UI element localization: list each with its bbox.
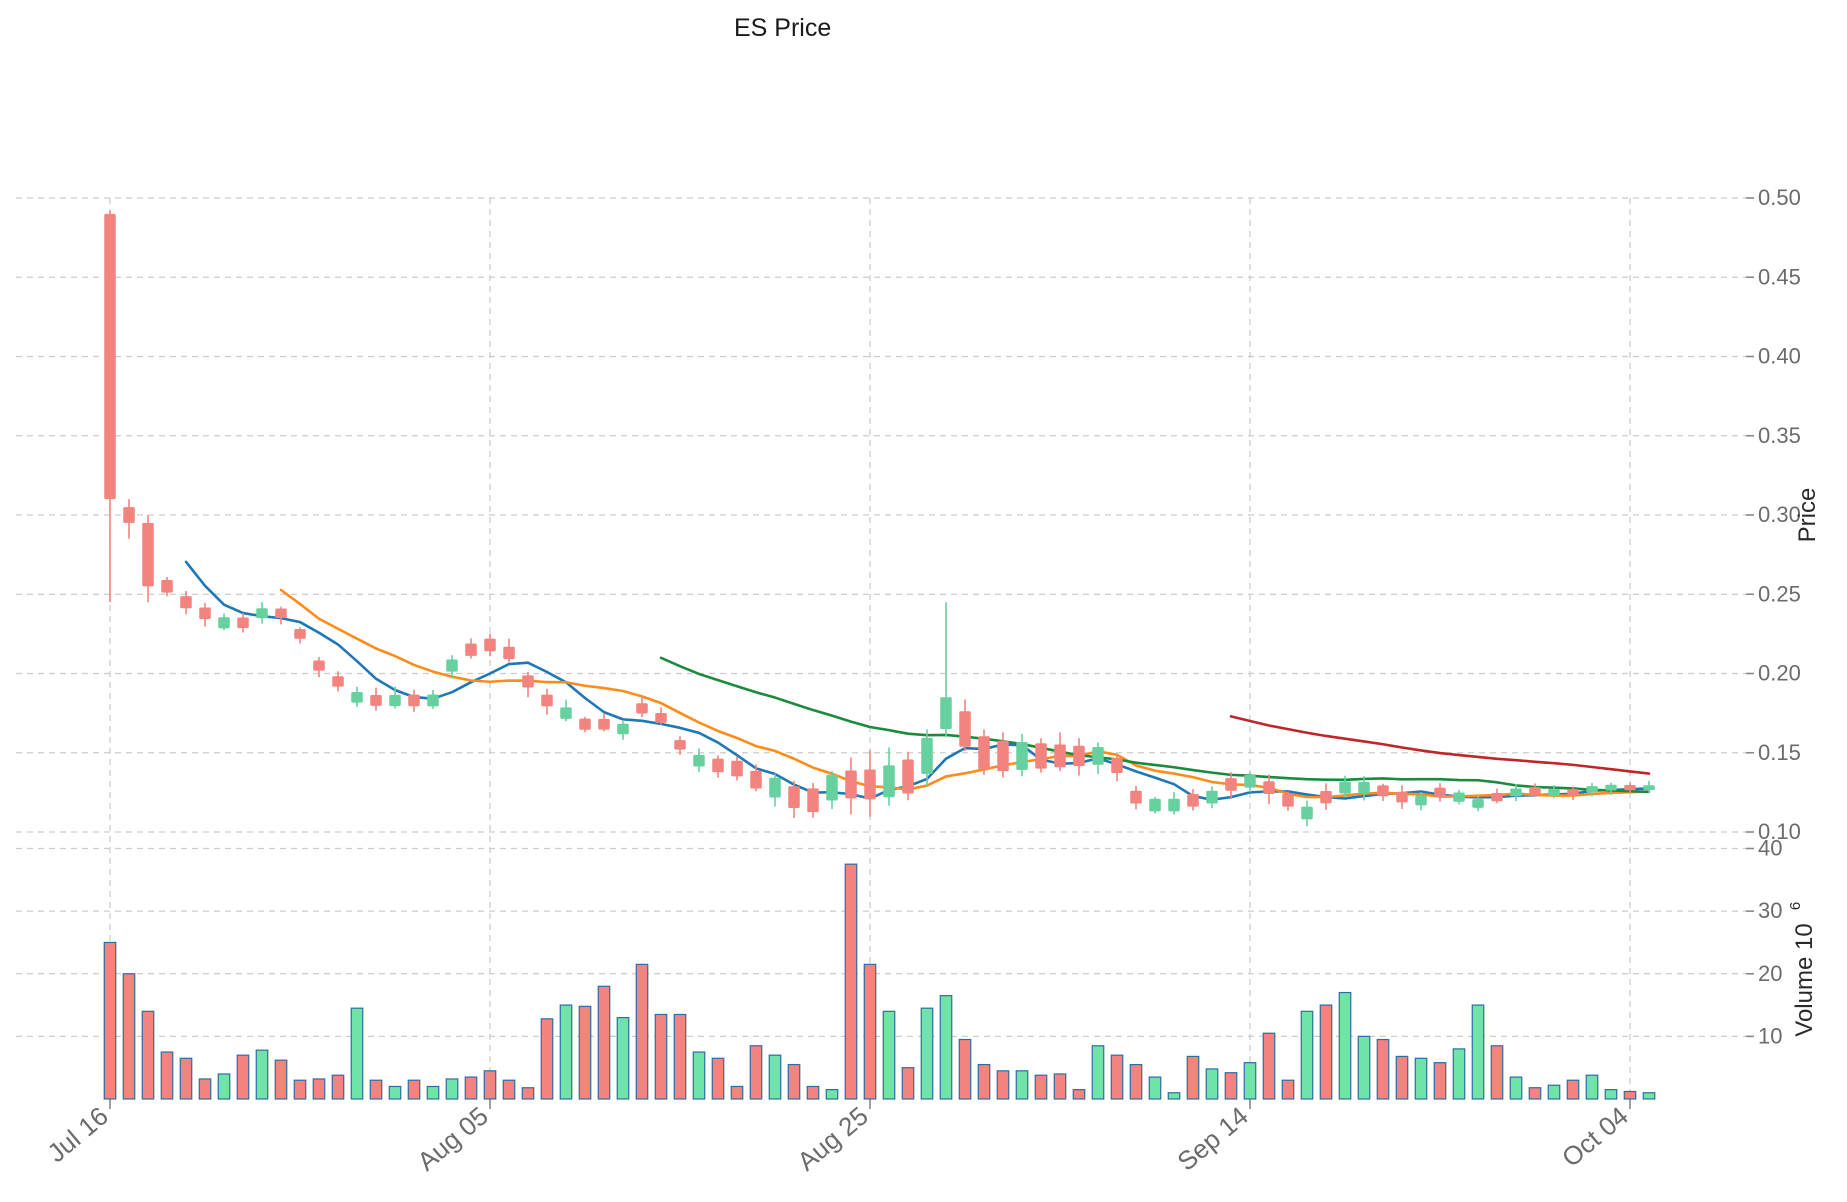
svg-text:0.45: 0.45: [1758, 264, 1801, 289]
svg-text:0.50: 0.50: [1758, 185, 1801, 210]
svg-text:0.40: 0.40: [1758, 344, 1801, 369]
svg-text:30: 30: [1758, 898, 1782, 923]
svg-text:Volume 10: Volume 10: [1791, 923, 1818, 1036]
svg-text:Oct 04: Oct 04: [1556, 1101, 1634, 1173]
svg-text:0.35: 0.35: [1758, 423, 1801, 448]
svg-text:0.15: 0.15: [1758, 740, 1801, 765]
svg-text:Aug 05: Aug 05: [411, 1101, 493, 1177]
svg-text:0.20: 0.20: [1758, 661, 1801, 686]
svg-text:Aug 25: Aug 25: [791, 1101, 873, 1177]
svg-text:0.25: 0.25: [1758, 581, 1801, 606]
svg-text:20: 20: [1758, 961, 1782, 986]
svg-text:Price: Price: [1794, 488, 1821, 543]
svg-text:40: 40: [1758, 836, 1782, 861]
svg-text:6: 6: [1787, 902, 1804, 910]
svg-text:Sep 14: Sep 14: [1171, 1101, 1253, 1177]
svg-text:Jul 16: Jul 16: [41, 1101, 113, 1169]
svg-text:10: 10: [1758, 1023, 1782, 1048]
